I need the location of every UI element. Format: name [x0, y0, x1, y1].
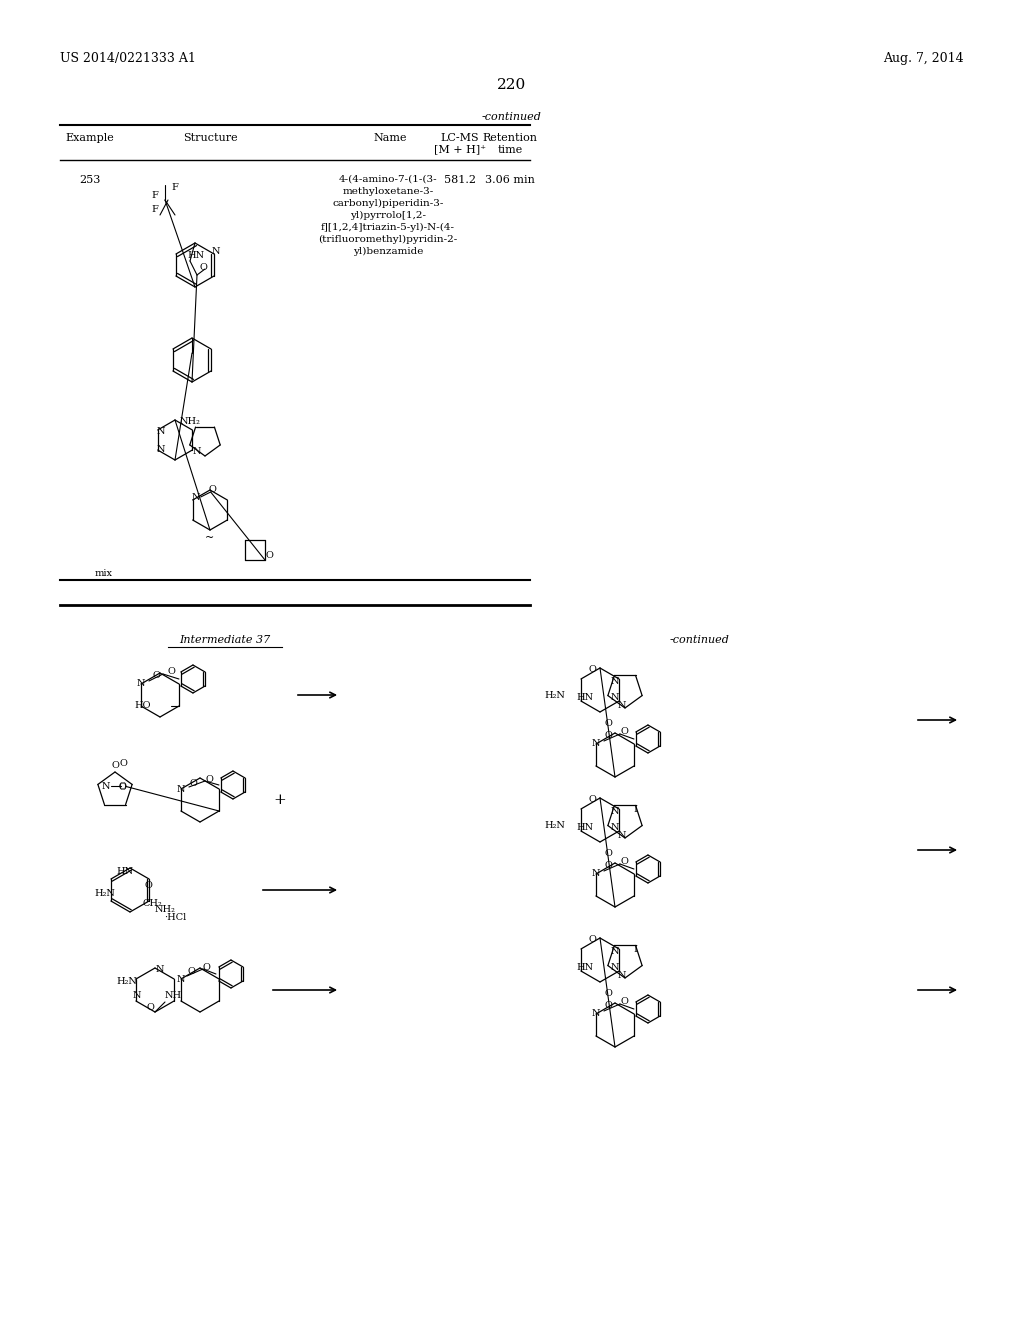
Text: N: N [212, 248, 220, 256]
Text: N: N [136, 680, 145, 689]
Text: H₂N: H₂N [116, 978, 137, 986]
Text: NH₂: NH₂ [155, 906, 175, 915]
Text: F: F [152, 206, 159, 214]
Text: HN: HN [117, 867, 133, 876]
Text: CH₂: CH₂ [142, 899, 162, 908]
Text: LC-MS
[M + H]⁺: LC-MS [M + H]⁺ [434, 133, 486, 154]
Text: N: N [610, 693, 620, 702]
Text: I: I [633, 945, 637, 954]
Text: NH₂: NH₂ [180, 417, 201, 426]
Text: 220: 220 [498, 78, 526, 92]
Text: HO: HO [134, 701, 152, 710]
Text: F: F [152, 190, 159, 199]
Text: O: O [620, 727, 628, 737]
Text: HN: HN [577, 824, 594, 833]
Text: -continued: -continued [670, 635, 730, 645]
Text: Retention
time: Retention time [482, 133, 538, 154]
Text: HN: HN [577, 964, 594, 973]
Text: Example: Example [66, 133, 115, 143]
Text: Structure: Structure [182, 133, 238, 143]
Text: N: N [610, 948, 620, 957]
Text: N: N [177, 784, 185, 793]
Text: NH: NH [165, 990, 181, 999]
Text: O: O [588, 936, 596, 945]
Text: O: O [118, 783, 126, 792]
Text: N: N [101, 781, 111, 791]
Text: N: N [592, 870, 600, 879]
Text: O: O [604, 719, 612, 729]
Text: O: O [604, 731, 612, 741]
Text: H₂N: H₂N [544, 690, 565, 700]
Text: N: N [191, 492, 200, 502]
Text: I: I [633, 805, 637, 814]
Text: O: O [604, 850, 612, 858]
Text: O: O [620, 858, 628, 866]
Text: mix: mix [95, 569, 113, 578]
Text: O: O [146, 1003, 154, 1012]
Text: N: N [610, 808, 620, 817]
Text: N: N [193, 447, 202, 457]
Text: O: O [187, 966, 195, 975]
Text: 4-(4-amino-7-(1-(3-
methyloxetane-3-
carbonyl)piperidin-3-
yl)pyrrolo[1,2-
f][1,: 4-(4-amino-7-(1-(3- methyloxetane-3- car… [318, 176, 458, 256]
Text: US 2014/0221333 A1: US 2014/0221333 A1 [60, 51, 196, 65]
Text: O: O [119, 759, 127, 768]
Text: ~: ~ [206, 533, 215, 543]
Text: 581.2: 581.2 [444, 176, 476, 185]
Text: O: O [604, 1002, 612, 1011]
Text: N: N [617, 970, 627, 979]
Text: N: N [610, 964, 620, 973]
Text: O: O [144, 880, 152, 890]
Text: N: N [592, 1010, 600, 1019]
Text: O: O [604, 862, 612, 870]
Text: 253: 253 [79, 176, 100, 185]
Text: HN: HN [187, 251, 204, 260]
Text: O: O [119, 781, 127, 791]
Text: N: N [592, 739, 600, 748]
Text: O: O [199, 263, 207, 272]
Text: O: O [604, 990, 612, 998]
Text: 3.06 min: 3.06 min [485, 176, 535, 185]
Text: H₂N: H₂N [544, 821, 565, 829]
Text: N: N [157, 446, 165, 454]
Text: N: N [610, 824, 620, 833]
Text: N: N [157, 428, 165, 437]
Text: O: O [189, 779, 197, 788]
Text: O: O [152, 672, 160, 681]
Text: O: O [111, 760, 119, 770]
Text: H₂N: H₂N [94, 888, 115, 898]
Text: O: O [205, 775, 213, 784]
Text: Intermediate 37: Intermediate 37 [179, 635, 270, 645]
Text: -continued: -continued [482, 112, 542, 121]
Text: Aug. 7, 2014: Aug. 7, 2014 [884, 51, 964, 65]
Text: +: + [273, 793, 287, 807]
Text: N: N [156, 965, 164, 974]
Text: N: N [133, 990, 141, 999]
Text: O: O [588, 665, 596, 675]
Text: HN: HN [577, 693, 594, 702]
Text: F: F [172, 183, 178, 193]
Text: O: O [209, 486, 217, 495]
Text: N: N [610, 677, 620, 686]
Text: N: N [617, 830, 627, 840]
Text: O: O [620, 998, 628, 1006]
Text: N: N [177, 974, 185, 983]
Text: N: N [617, 701, 627, 710]
Text: Name: Name [374, 133, 407, 143]
Text: O: O [167, 668, 175, 676]
Text: O: O [202, 962, 210, 972]
Text: ·HCl: ·HCl [164, 913, 186, 923]
Text: O: O [265, 550, 273, 560]
Text: O: O [588, 796, 596, 804]
